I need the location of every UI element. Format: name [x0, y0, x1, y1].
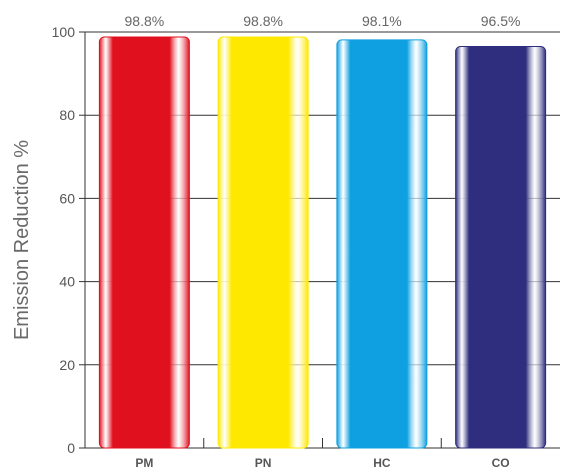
y-tick-label: 100: [52, 24, 76, 40]
data-label-pm: 98.8%: [125, 13, 165, 29]
x-category-label: HC: [373, 456, 391, 470]
x-category-label: PM: [135, 456, 153, 470]
y-tick-label: 0: [67, 440, 75, 456]
axes: [79, 31, 442, 449]
bar-pm: [98, 36, 190, 449]
y-tick-label: 80: [59, 107, 75, 123]
y-axis-title: Emission Reduction %: [11, 140, 33, 340]
bars: [98, 36, 547, 449]
data-label-co: 96.5%: [481, 13, 521, 29]
data-label-hc: 98.1%: [362, 13, 402, 29]
data-label-pn: 98.8%: [243, 13, 283, 29]
y-tick-label: 40: [59, 274, 75, 290]
bar-pn: [217, 36, 309, 449]
y-tick-label: 60: [59, 190, 75, 206]
x-category-label: PN: [255, 456, 272, 470]
bar-co: [455, 46, 547, 449]
y-tick-label: 20: [59, 357, 75, 373]
x-category-label: CO: [492, 456, 510, 470]
bar-hc: [336, 39, 428, 449]
labels: 0 20 40 60 80 100 98.8% PM 98.8% PN 98.1% HC 96.5% CO: [52, 13, 521, 470]
